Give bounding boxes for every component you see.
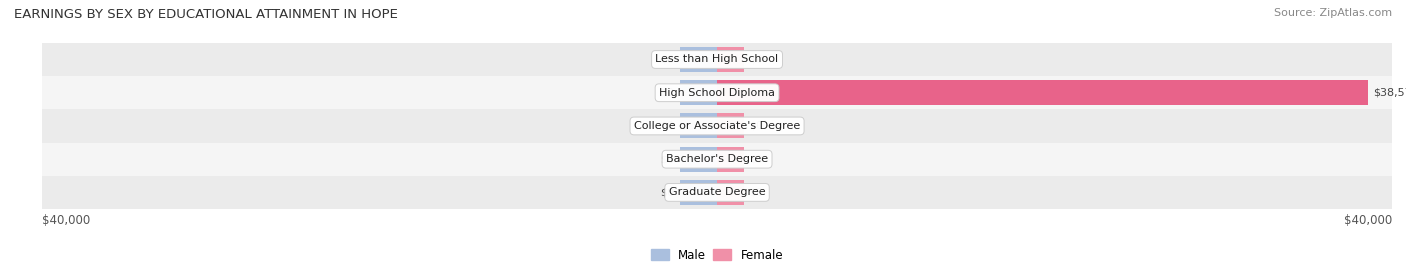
- Bar: [42, 109, 1392, 143]
- Text: $0: $0: [749, 54, 763, 65]
- Text: $40,000: $40,000: [42, 214, 90, 227]
- Text: $40,000: $40,000: [1344, 214, 1392, 227]
- Text: Graduate Degree: Graduate Degree: [669, 187, 765, 198]
- Bar: [42, 176, 1392, 209]
- Bar: [717, 147, 744, 172]
- Text: $0: $0: [661, 187, 675, 198]
- Text: Source: ZipAtlas.com: Source: ZipAtlas.com: [1274, 8, 1392, 18]
- Text: $38,571: $38,571: [1374, 88, 1406, 98]
- Text: $0: $0: [661, 54, 675, 65]
- Bar: [717, 47, 744, 72]
- Bar: [42, 76, 1392, 109]
- Bar: [681, 80, 717, 105]
- Text: High School Diploma: High School Diploma: [659, 88, 775, 98]
- Bar: [717, 114, 744, 138]
- Bar: [681, 114, 717, 138]
- Bar: [717, 180, 744, 205]
- Text: College or Associate's Degree: College or Associate's Degree: [634, 121, 800, 131]
- Bar: [42, 143, 1392, 176]
- Legend: Male, Female: Male, Female: [647, 244, 787, 266]
- Text: $0: $0: [661, 88, 675, 98]
- Bar: [717, 80, 1368, 105]
- Text: $0: $0: [749, 121, 763, 131]
- Text: $0: $0: [661, 121, 675, 131]
- Text: Bachelor's Degree: Bachelor's Degree: [666, 154, 768, 164]
- Text: $0: $0: [749, 187, 763, 198]
- Text: $0: $0: [661, 154, 675, 164]
- Text: Less than High School: Less than High School: [655, 54, 779, 65]
- Bar: [681, 47, 717, 72]
- Text: $0: $0: [749, 154, 763, 164]
- Bar: [681, 180, 717, 205]
- Bar: [42, 43, 1392, 76]
- Text: EARNINGS BY SEX BY EDUCATIONAL ATTAINMENT IN HOPE: EARNINGS BY SEX BY EDUCATIONAL ATTAINMEN…: [14, 8, 398, 21]
- Bar: [681, 147, 717, 172]
